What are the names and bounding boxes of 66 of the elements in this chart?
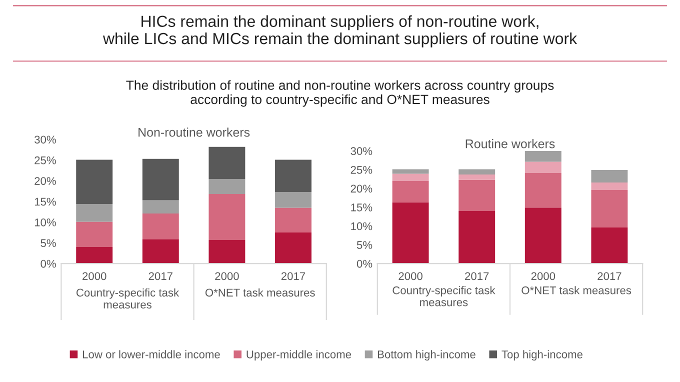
y-tick-label: 30% <box>350 147 372 156</box>
bar <box>524 162 562 174</box>
text: O*NET task measures <box>522 286 632 294</box>
y-tick-label: 25% <box>350 166 372 174</box>
bar <box>76 222 113 248</box>
bar <box>392 169 429 174</box>
bar <box>76 160 113 204</box>
y-tick-label: 5% <box>40 239 56 248</box>
y-tick-label: 10% <box>34 218 56 226</box>
bar <box>208 146 246 180</box>
text: Country-specific task measures <box>392 286 496 306</box>
x-tick-label: 2000 <box>215 272 239 280</box>
bar <box>208 240 246 264</box>
bar <box>524 150 562 162</box>
chart-title: Routine workers <box>466 139 555 148</box>
y-tick-label: 30% <box>34 136 56 144</box>
bar <box>275 192 312 208</box>
y-tick-label: 0% <box>40 260 56 268</box>
legend-label: Upper-middle income <box>246 350 352 361</box>
x-tick-label: 2000 <box>531 272 556 280</box>
x-tick-label: 2017 <box>148 272 172 280</box>
bar <box>392 180 429 202</box>
legend-label: Top high-income <box>502 350 582 361</box>
bar <box>208 179 246 194</box>
bar <box>458 210 496 264</box>
bar <box>591 228 628 264</box>
bar <box>142 200 179 214</box>
y-tick-label: 10% <box>351 222 372 230</box>
y-tick-label: 15% <box>351 204 372 212</box>
y-tick-label: 20% <box>350 184 372 193</box>
bar <box>591 170 628 182</box>
bar <box>458 180 496 211</box>
x-tick-label: 2000 <box>398 272 422 280</box>
bar <box>275 160 312 192</box>
bar <box>142 158 179 200</box>
text: Country-specific task measures <box>76 288 180 309</box>
bar <box>208 194 246 240</box>
bar <box>275 232 312 264</box>
bar <box>458 174 496 180</box>
bar <box>591 190 628 228</box>
legend-label: Low or lower-middle income <box>82 350 220 358</box>
y-tick-label: 5% <box>356 241 372 249</box>
bar <box>591 182 628 190</box>
bar <box>142 239 179 264</box>
y-tick-label: 20% <box>34 177 56 185</box>
x-tick-label: 2017 <box>465 272 489 280</box>
text: HICs remain the dominant suppliers of non-routine work, while LICs and MICs remain the dominant suppliers of routine work <box>102 15 578 48</box>
bar <box>524 208 562 264</box>
x-tick-label: 2000 <box>82 272 106 280</box>
bar <box>458 169 496 175</box>
y-tick-label: 25% <box>34 156 56 164</box>
y-tick-label: 0% <box>356 260 372 268</box>
bar <box>275 208 312 233</box>
bar <box>142 214 179 240</box>
chart-title: Non-routine workers <box>138 128 250 137</box>
bar <box>392 202 429 264</box>
text: The distribution of routine and non-routine workers across country groups according to country-specific and O*NET measures <box>126 80 554 107</box>
bar <box>76 247 113 264</box>
bar <box>392 174 429 181</box>
legend-label: Bottom high-income <box>378 350 476 361</box>
text: O*NET task measures <box>205 288 315 297</box>
bar <box>524 173 562 208</box>
y-tick-label: 15% <box>34 198 56 206</box>
x-tick-label: 2017 <box>281 272 306 280</box>
bar <box>76 204 113 222</box>
x-tick-label: 2017 <box>598 272 622 280</box>
